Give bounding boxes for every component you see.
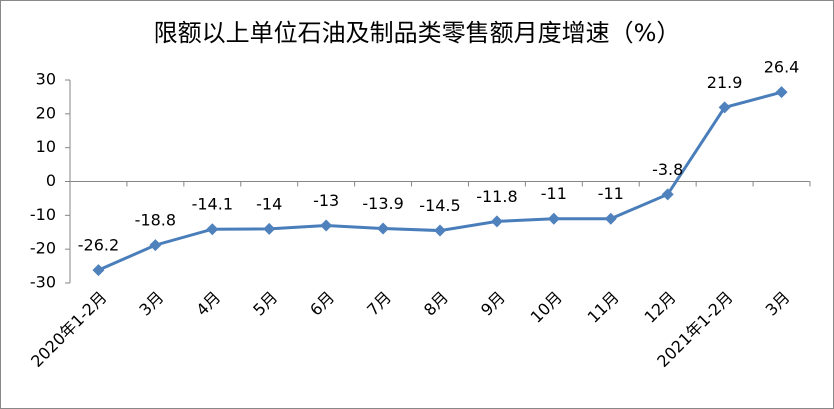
data-label: -13 (313, 191, 339, 210)
data-marker (661, 188, 674, 201)
data-marker (320, 219, 333, 232)
chart-title: 限额以上单位石油及制品类零售额月度增速（%） (154, 19, 681, 47)
data-marker (263, 222, 276, 235)
y-tick-label: -20 (30, 239, 56, 258)
data-label: -11.8 (476, 187, 517, 206)
data-label: -11 (541, 184, 567, 203)
y-tick-label: 30 (36, 70, 56, 89)
data-marker (718, 101, 731, 114)
data-marker (149, 239, 162, 252)
y-tick-label: 20 (36, 103, 56, 122)
data-marker (92, 264, 105, 277)
data-label: -26.2 (78, 236, 119, 255)
data-marker (377, 222, 390, 235)
y-tick-label: -30 (30, 273, 56, 292)
data-label: -14.1 (192, 195, 233, 214)
y-tick-label: -10 (30, 205, 56, 224)
data-label: -13.9 (362, 194, 403, 213)
y-tick-label: 0 (46, 171, 56, 190)
data-marker (206, 223, 219, 236)
data-label: -18.8 (135, 211, 176, 230)
data-label: -11 (598, 184, 624, 203)
data-label: -14 (256, 194, 282, 213)
data-label: 21.9 (707, 73, 743, 92)
y-tick-label: 10 (36, 137, 56, 156)
data-label: -3.8 (652, 160, 683, 179)
data-label: -14.5 (419, 196, 460, 215)
data-marker (434, 224, 446, 237)
data-marker (490, 215, 503, 228)
data-marker (775, 86, 788, 99)
data-marker (547, 212, 560, 225)
data-marker (604, 212, 617, 225)
data-label: 26.4 (764, 58, 800, 77)
